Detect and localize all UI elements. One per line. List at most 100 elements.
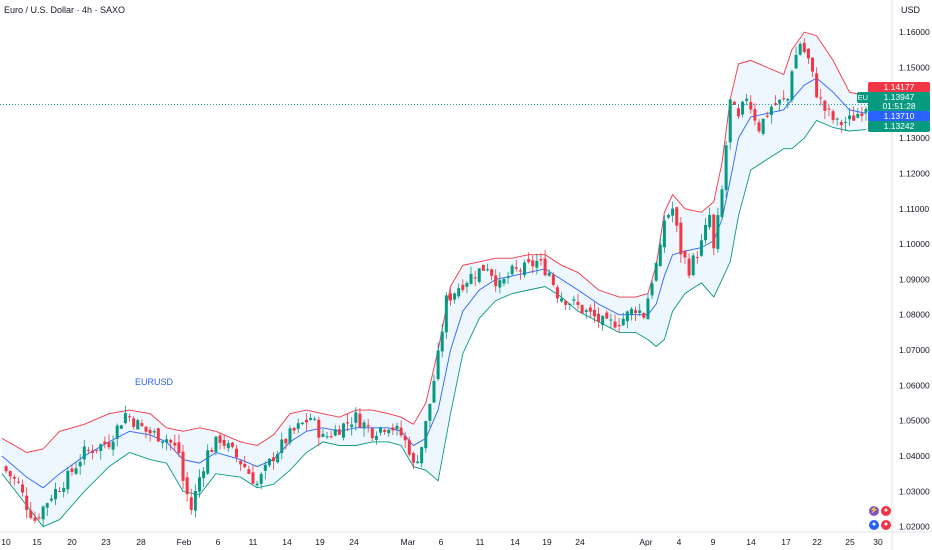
flag-icon[interactable]: ● bbox=[869, 520, 879, 530]
candle-body bbox=[300, 422, 304, 424]
news-icon[interactable]: ● bbox=[881, 520, 891, 530]
candle-body bbox=[152, 431, 156, 433]
candle-body bbox=[592, 309, 596, 317]
candle-body bbox=[12, 476, 16, 479]
candle-body bbox=[185, 477, 189, 495]
event-icon[interactable]: ● bbox=[881, 506, 891, 516]
candle-body bbox=[757, 122, 761, 132]
time-tick-label: 15 bbox=[32, 537, 42, 547]
candle-body bbox=[177, 442, 181, 454]
candle-body bbox=[58, 490, 62, 492]
candle-body bbox=[852, 115, 856, 121]
candle-body bbox=[745, 98, 749, 101]
candle-body bbox=[815, 73, 819, 98]
candle-body bbox=[107, 442, 111, 448]
candle-body bbox=[272, 457, 276, 462]
candle-body bbox=[62, 488, 66, 492]
candle-body bbox=[695, 256, 699, 258]
candle-body bbox=[346, 422, 350, 424]
candle-body bbox=[395, 425, 399, 430]
candle-body bbox=[597, 313, 601, 322]
candle-body bbox=[523, 262, 527, 276]
candle-body bbox=[325, 436, 329, 438]
time-tick-label: 10 bbox=[1, 537, 11, 547]
candle-body bbox=[115, 425, 119, 439]
candle-body bbox=[514, 267, 518, 269]
candle-body bbox=[716, 215, 720, 249]
candle-body bbox=[128, 416, 132, 418]
time-tick-label: 30 bbox=[873, 537, 883, 547]
candle-body bbox=[25, 495, 29, 511]
candle-body bbox=[819, 97, 823, 99]
candle-body bbox=[391, 427, 395, 431]
candle-body bbox=[276, 453, 280, 463]
candle-body bbox=[551, 274, 555, 285]
price-tick-label: 1.15000 bbox=[899, 62, 930, 72]
candle-body bbox=[609, 319, 613, 321]
candle-body bbox=[45, 503, 49, 508]
price-tick-label: 1.12000 bbox=[899, 168, 930, 178]
candle-body bbox=[267, 458, 271, 466]
price-tick-label: 1.08000 bbox=[899, 310, 930, 320]
candle-body bbox=[843, 121, 847, 123]
candle-body bbox=[860, 113, 864, 116]
candle-body bbox=[658, 244, 662, 267]
candle-body bbox=[189, 497, 193, 510]
currency-label[interactable]: USD bbox=[901, 5, 921, 15]
candle-body bbox=[605, 312, 609, 319]
candle-body bbox=[210, 450, 214, 453]
candle-body bbox=[691, 255, 695, 276]
candle-body bbox=[786, 98, 790, 101]
candle-body bbox=[798, 43, 802, 55]
candle-body bbox=[350, 424, 354, 427]
candle-body bbox=[103, 441, 107, 445]
candle-body bbox=[70, 468, 74, 472]
lightning-icon[interactable]: ⚡ bbox=[869, 506, 879, 516]
candle-body bbox=[848, 115, 852, 120]
candle-body bbox=[782, 98, 786, 100]
candle-body bbox=[518, 270, 522, 272]
candle-body bbox=[749, 101, 753, 110]
candle-body bbox=[263, 464, 267, 471]
candle-body bbox=[634, 310, 638, 314]
candle-body bbox=[485, 269, 489, 271]
candle-body bbox=[736, 108, 740, 117]
candle-body bbox=[243, 463, 247, 468]
time-tick-label: 6 bbox=[439, 537, 444, 547]
candle-body bbox=[457, 288, 461, 297]
time-tick-label: 17 bbox=[781, 537, 791, 547]
candle-body bbox=[321, 433, 325, 437]
candle-body bbox=[498, 280, 502, 288]
time-tick-label: Mar bbox=[401, 537, 416, 547]
candle-body bbox=[560, 298, 564, 302]
candle-body bbox=[432, 381, 436, 403]
chart-title: Euro / U.S. Dollar · 4h · SAXO bbox=[4, 5, 126, 15]
candle-body bbox=[481, 264, 485, 271]
candle-body bbox=[197, 477, 201, 492]
price-tick-label: 1.05000 bbox=[899, 416, 930, 426]
price-tick-label: 1.13000 bbox=[899, 133, 930, 143]
candle-body bbox=[539, 259, 543, 261]
candle-body bbox=[296, 423, 300, 429]
candle-body bbox=[206, 450, 210, 474]
candle-body bbox=[671, 208, 675, 216]
lower-band-price-tag: 1.13242 bbox=[868, 121, 930, 132]
candle-body bbox=[193, 490, 197, 511]
candle-body bbox=[173, 442, 177, 446]
time-tick-label: 14 bbox=[510, 537, 520, 547]
candle-body bbox=[341, 423, 345, 438]
candle-body bbox=[181, 451, 185, 481]
candle-body bbox=[235, 448, 239, 458]
candle-body bbox=[704, 224, 708, 241]
candle-body bbox=[82, 446, 86, 460]
time-tick-label: 19 bbox=[542, 537, 552, 547]
candle-body bbox=[91, 450, 95, 454]
candle-body bbox=[642, 313, 646, 318]
candle-body bbox=[675, 207, 679, 226]
time-tick-label: 11 bbox=[476, 537, 485, 547]
candle-body bbox=[502, 278, 506, 284]
candle-body bbox=[313, 418, 317, 420]
candle-body bbox=[823, 100, 827, 111]
candle-body bbox=[140, 423, 144, 427]
